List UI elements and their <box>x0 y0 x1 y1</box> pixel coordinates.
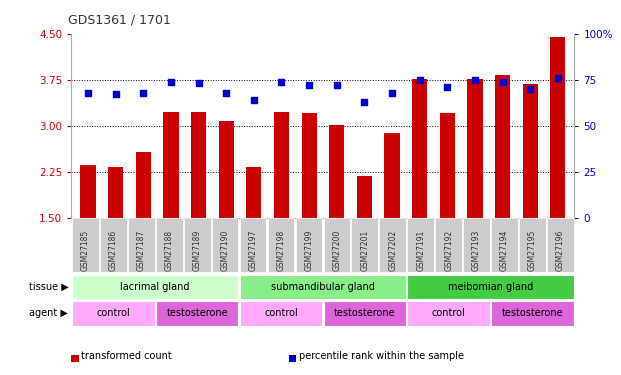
Point <box>387 90 397 96</box>
Point <box>138 90 148 96</box>
Text: GSM27191: GSM27191 <box>416 230 425 271</box>
Bar <box>523 84 538 218</box>
Text: agent ▶: agent ▶ <box>29 308 68 318</box>
Text: testosterone: testosterone <box>334 308 396 318</box>
Text: GSM27195: GSM27195 <box>528 230 537 271</box>
Point <box>249 97 259 103</box>
Point <box>304 82 314 88</box>
Bar <box>468 79 483 218</box>
Bar <box>412 79 427 218</box>
Text: lacrimal gland: lacrimal gland <box>120 282 190 292</box>
Bar <box>274 112 289 218</box>
Text: control: control <box>432 308 466 318</box>
Point <box>194 80 204 86</box>
Bar <box>302 113 317 218</box>
Point <box>497 78 507 84</box>
Point <box>415 77 425 83</box>
Text: percentile rank within the sample: percentile rank within the sample <box>299 351 464 361</box>
Text: GSM27196: GSM27196 <box>556 230 565 271</box>
Bar <box>163 112 178 218</box>
Text: submandibular gland: submandibular gland <box>271 282 375 292</box>
Point <box>221 90 231 96</box>
Point <box>111 92 120 98</box>
Text: GSM27193: GSM27193 <box>472 230 481 271</box>
Text: GSM27186: GSM27186 <box>109 230 118 271</box>
Text: GSM27192: GSM27192 <box>444 230 453 271</box>
Text: meibomian gland: meibomian gland <box>448 282 533 292</box>
Point <box>470 77 480 83</box>
Text: GSM27200: GSM27200 <box>332 230 342 271</box>
Point <box>360 99 369 105</box>
Bar <box>108 166 123 218</box>
Point <box>442 84 452 90</box>
Bar <box>219 122 233 218</box>
Text: GSM27187: GSM27187 <box>137 230 146 271</box>
Text: GSM27197: GSM27197 <box>248 230 258 271</box>
Text: GSM27185: GSM27185 <box>81 230 90 271</box>
Point <box>166 78 176 84</box>
Text: GDS1361 / 1701: GDS1361 / 1701 <box>68 13 171 26</box>
Bar <box>80 165 96 218</box>
Text: tissue ▶: tissue ▶ <box>29 282 68 292</box>
Bar <box>440 113 455 218</box>
Point <box>332 82 342 88</box>
Bar <box>384 133 400 218</box>
Text: GSM27188: GSM27188 <box>165 230 174 271</box>
Bar <box>550 38 566 218</box>
Bar <box>329 125 344 217</box>
Bar <box>246 167 261 217</box>
Bar <box>135 152 151 217</box>
Text: control: control <box>264 308 298 318</box>
Text: control: control <box>96 308 130 318</box>
Text: GSM27201: GSM27201 <box>360 230 369 271</box>
Text: GSM27199: GSM27199 <box>304 230 314 271</box>
Text: GSM27198: GSM27198 <box>276 230 286 271</box>
Point <box>553 75 563 81</box>
Bar <box>357 176 372 218</box>
Bar <box>495 75 510 217</box>
Text: GSM27194: GSM27194 <box>500 230 509 271</box>
Text: GSM27189: GSM27189 <box>193 230 202 271</box>
Text: GSM27202: GSM27202 <box>388 230 397 271</box>
Point <box>276 78 286 84</box>
Text: GSM27190: GSM27190 <box>220 230 230 271</box>
Text: testosterone: testosterone <box>502 308 563 318</box>
Point <box>83 90 93 96</box>
Text: testosterone: testosterone <box>166 308 228 318</box>
Bar <box>191 112 206 218</box>
Text: transformed count: transformed count <box>81 351 172 361</box>
Point <box>525 86 535 92</box>
